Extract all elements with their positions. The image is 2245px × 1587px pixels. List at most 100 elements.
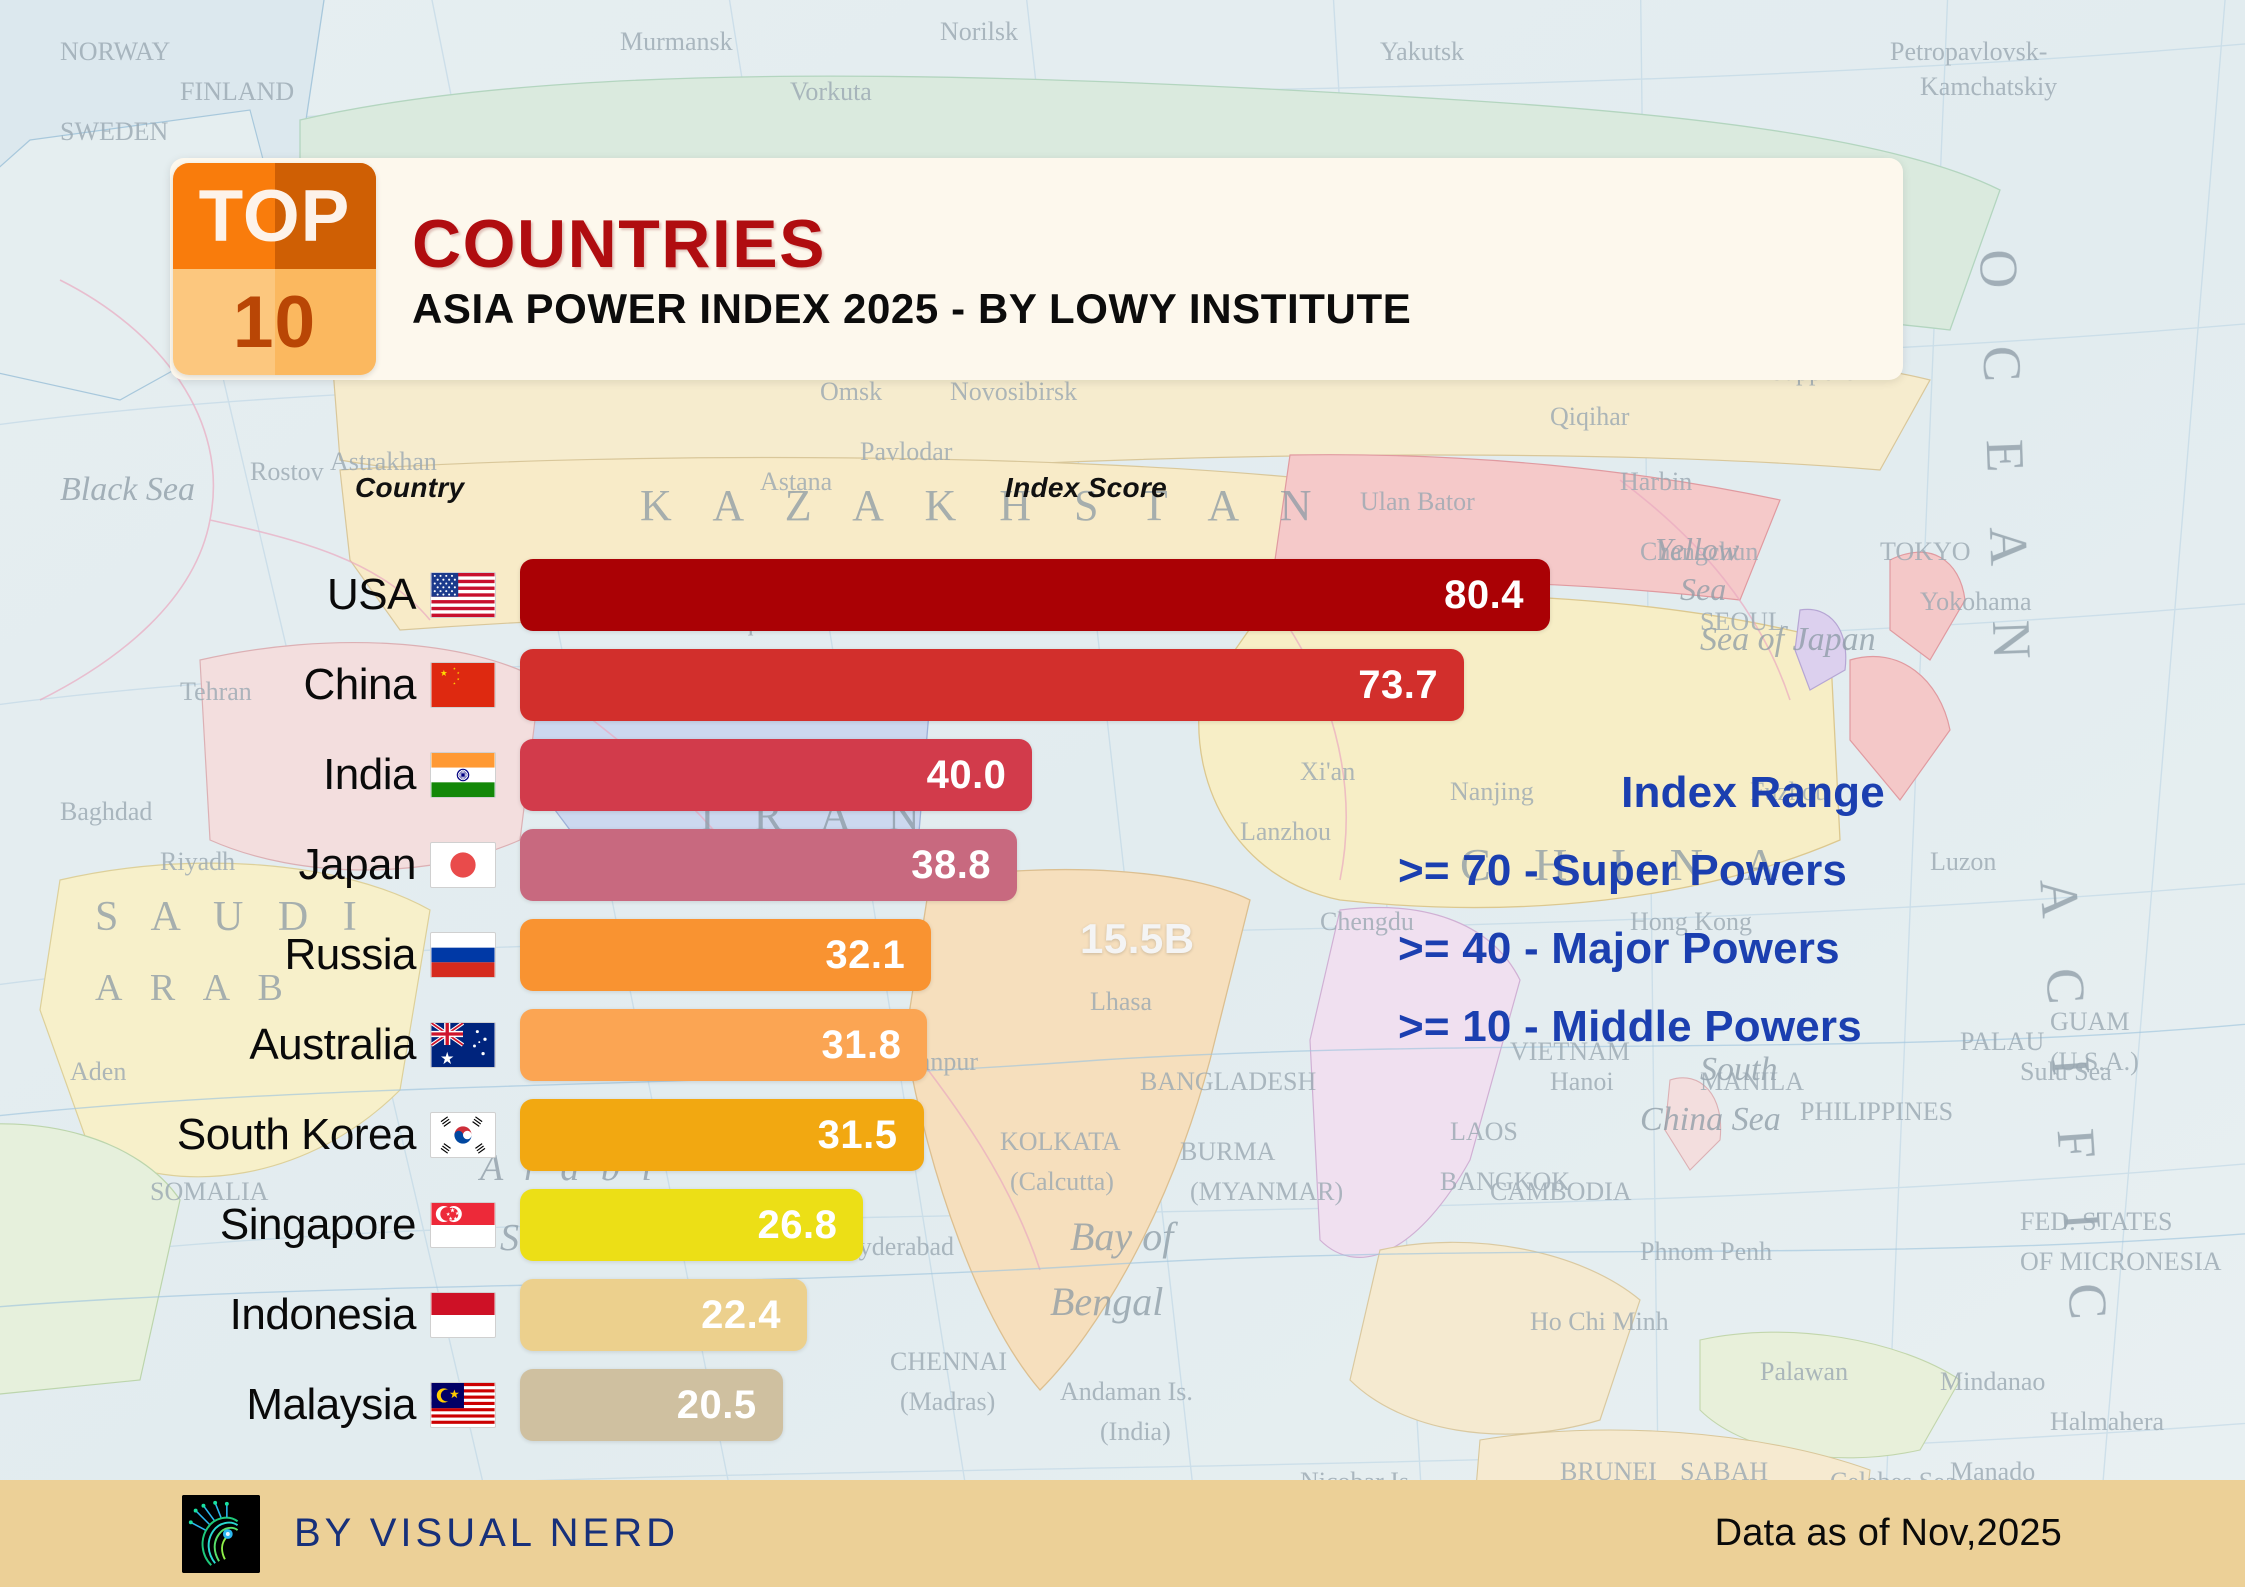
svg-text:Bengal: Bengal [1050,1279,1163,1324]
badge-number-label: 10 [232,281,317,363]
svg-text:Rostov: Rostov [250,457,324,486]
svg-text:Qiqihar: Qiqihar [1550,402,1630,431]
value-bar: 80.4 [520,559,1550,631]
column-header-country: Country [355,472,465,503]
chart-row: Russia 32.1 [0,910,2245,1000]
footer-date-label: Data as of Nov,2025 [1714,1512,2062,1554]
south-korea-flag [430,1112,496,1158]
country-name-label: Japan [298,840,417,889]
bar-track: 20.5 [520,1369,2245,1441]
bar-value-label: 31.5 [817,1112,898,1157]
svg-text:Astana: Astana [760,467,833,496]
svg-text:Sulu Sea: Sulu Sea [2020,1057,2112,1086]
svg-text:SWEDEN: SWEDEN [60,117,169,146]
svg-text:S A U D I: S A U D I [95,894,369,940]
value-bar: 26.8 [520,1189,864,1261]
chart-row: Singapore 26.8 [0,1180,2245,1270]
svg-text:Phnom Penh: Phnom Penh [1640,1237,1772,1266]
svg-text:BANGKOK: BANGKOK [1440,1167,1570,1196]
value-bar: 40.0 [520,739,1033,811]
svg-text:MANILA: MANILA [1700,1067,1804,1096]
legend-line-super-powers: >= 70 - Super Powers [1398,846,1848,895]
bar-value-label: 32.1 [825,932,906,977]
indonesia-flag [430,1292,496,1338]
svg-text:Yakutsk: Yakutsk [1380,37,1464,66]
svg-text:Omsk: Omsk [820,377,882,406]
bar-value-label: 26.8 [757,1202,838,1247]
svg-text:C H I N A: C H I N A [1460,839,1793,890]
legend-line-middle-powers: >= 10 - Middle Powers [1398,1002,1862,1051]
svg-text:Pavlodar: Pavlodar [860,437,953,466]
bar-track: 26.8 [520,1189,2245,1261]
svg-text:Kamchatskiy: Kamchatskiy [1920,72,2057,101]
svg-text:China Sea: China Sea [1640,1101,1781,1138]
svg-text:KOLKATA: KOLKATA [1000,1127,1121,1156]
bar-track: 38.8 [520,829,2245,901]
svg-text:BANGLADESH: BANGLADESH [1140,1067,1316,1096]
svg-text:Mindanao: Mindanao [1940,1367,2045,1396]
column-header-index-score: Index Score [1005,472,1168,503]
footer-bar: BY VISUAL NERD Data as of Nov,2025 [0,1480,2245,1587]
badge-bottom-half: 10 [173,269,376,375]
svg-text:South: South [1700,1051,1777,1088]
value-bar: 31.8 [520,1009,928,1081]
page-title: COUNTRIES [412,206,826,282]
chart-row: USA 80.4 [0,550,2245,640]
value-bar: 73.7 [520,649,1465,721]
svg-text:Murmansk: Murmansk [620,27,733,56]
footer-brand-label: BY VISUAL NERD [294,1511,680,1555]
russia-flag [430,932,496,978]
index-range-legend: Index Range >= 70 - Super Powers >= 40 -… [1398,768,2228,1052]
svg-text:Sea of Japan: Sea of Japan [1700,621,1876,658]
svg-text:Hong Kong: Hong Kong [1630,907,1752,936]
chart-row: China 73.7 [0,640,2245,730]
svg-text:Riyadh: Riyadh [160,847,235,876]
country-name-label: South Korea [176,1110,417,1159]
bar-value-label: 40.0 [926,752,1007,797]
svg-text:Yokohama: Yokohama [1920,587,2032,616]
svg-text:Aden: Aden [70,1057,126,1086]
svg-text:Xi'an: Xi'an [1300,757,1355,786]
chart-row: Indonesia 22.4 [0,1270,2245,1360]
country-name-label: China [303,660,417,709]
bar-value-label: 38.8 [911,842,992,887]
svg-text:Novosibirsk: Novosibirsk [950,377,1077,406]
page-subtitle: ASIA POWER INDEX 2025 - BY LOWY INSTITUT… [412,285,1412,332]
value-bar: 31.5 [520,1099,924,1171]
svg-text:TOKYO: TOKYO [1880,537,1971,566]
country-name-label: Malaysia [246,1380,416,1429]
svg-text:Lanzhou: Lanzhou [1240,817,1331,846]
svg-text:CHENNAI: CHENNAI [890,1347,1007,1376]
svg-text:SEOUL: SEOUL [1700,607,1784,636]
svg-text:Harbin: Harbin [1620,467,1692,496]
svg-text:VIETNAM: VIETNAM [1510,1037,1630,1066]
svg-text:K A Z A K H S T A N: K A Z A K H S T A N [640,481,1328,530]
chart-row: Japan 38.8 [0,820,2245,910]
bar-chart: USA 80.4 China 73.7 India [0,550,2245,1450]
svg-text:CAMBODIA: CAMBODIA [1490,1177,1632,1206]
svg-text:FINLAND: FINLAND [180,77,294,106]
svg-text:Ho Chi Minh: Ho Chi Minh [1530,1307,1669,1336]
india-flag [430,752,496,798]
svg-text:GUAM: GUAM [2050,1007,2129,1036]
bar-track: 31.5 [520,1099,2245,1171]
svg-text:Chengdu: Chengdu [1320,907,1414,936]
singapore-flag [430,1202,496,1248]
logo-artwork [182,1494,260,1573]
svg-text:Norilsk: Norilsk [940,17,1018,46]
svg-text:PHILIPPINES: PHILIPPINES [1800,1097,1953,1126]
svg-text:(MYANMAR): (MYANMAR) [1190,1177,1343,1206]
bar-value-label: 22.4 [701,1292,781,1337]
svg-text:LAOS: LAOS [1450,1117,1518,1146]
bar-track: 73.7 [520,649,2245,721]
bar-track: 40.0 [520,739,2245,811]
australia-flag [430,1022,496,1068]
svg-text:Vorkuta: Vorkuta [790,77,872,106]
value-bar: 20.5 [520,1369,783,1441]
svg-text:Changchun: Changchun [1640,537,1758,566]
badge-top-half: TOP [173,163,376,269]
japan-flag [430,842,496,888]
svg-text:Bay of: Bay of [1070,1214,1178,1259]
bar-track: 31.8 [520,1009,2245,1081]
